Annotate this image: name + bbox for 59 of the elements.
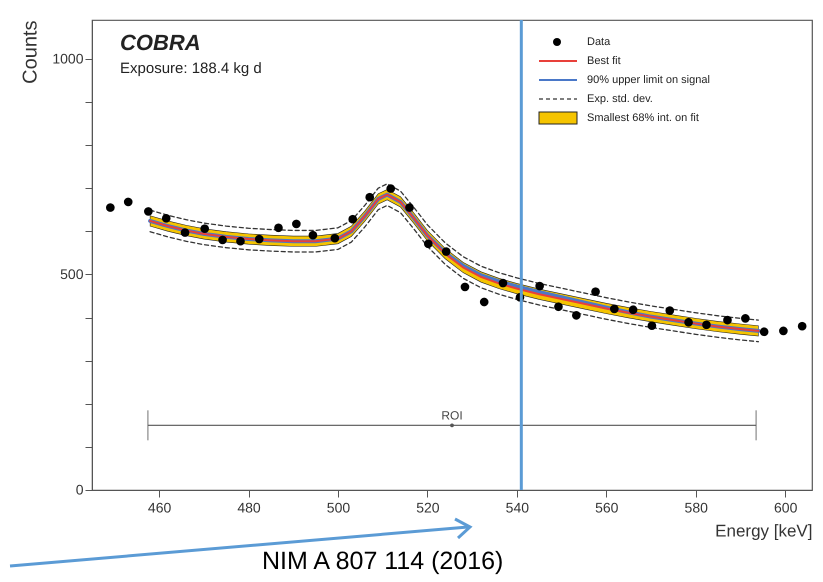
x-tick-label: 580 xyxy=(684,500,708,516)
point xyxy=(274,224,283,232)
point xyxy=(665,306,674,315)
point xyxy=(180,228,190,237)
annotation: Smallest 68% int. on fit xyxy=(587,112,699,124)
point xyxy=(330,234,340,243)
x-tick-label: 540 xyxy=(506,500,530,516)
point xyxy=(254,234,264,244)
x-axis-title: Energy [keV] xyxy=(715,522,812,540)
x-tick-label: 460 xyxy=(148,500,172,516)
point xyxy=(236,236,245,246)
point xyxy=(308,230,318,240)
point xyxy=(760,327,768,336)
point xyxy=(648,321,656,330)
x-tick-label: 500 xyxy=(326,500,350,516)
legend-label: Data xyxy=(587,36,610,48)
point xyxy=(684,318,693,327)
point xyxy=(106,203,115,212)
point xyxy=(162,214,171,223)
x-tick-label: 520 xyxy=(416,500,440,516)
y-tick-label: 0 xyxy=(76,482,84,498)
legend-label: Exp. std. dev. xyxy=(587,92,653,104)
point xyxy=(386,184,396,193)
point xyxy=(572,311,581,320)
point xyxy=(365,192,374,202)
series-label: ROI xyxy=(441,408,463,422)
point xyxy=(292,220,301,228)
y-tick-label: 1000 xyxy=(52,50,84,66)
point xyxy=(424,239,433,248)
point xyxy=(124,198,133,206)
x-tick-label: 480 xyxy=(237,500,261,516)
point xyxy=(144,207,153,216)
point xyxy=(610,304,619,314)
annotation: COBRA xyxy=(120,30,201,56)
point xyxy=(554,302,563,312)
point xyxy=(442,247,451,256)
point xyxy=(798,322,806,330)
point xyxy=(779,326,788,336)
point xyxy=(723,316,732,324)
point xyxy=(348,214,358,224)
annotation: Exposure: 188.4 kg d xyxy=(120,60,262,77)
point xyxy=(460,282,470,292)
point xyxy=(702,320,711,330)
x-tick-label: 560 xyxy=(595,500,619,516)
point xyxy=(628,305,638,314)
y-axis-title: Counts xyxy=(19,20,42,84)
point xyxy=(480,298,489,306)
text: NIM A 807 114 (2016) xyxy=(262,547,504,576)
point xyxy=(741,314,750,323)
point xyxy=(591,287,600,296)
point xyxy=(218,236,227,244)
legend-label: Best fit xyxy=(587,54,621,66)
x-tick-label: 600 xyxy=(774,500,798,516)
legend-label: 90% upper limit on signal xyxy=(587,74,710,86)
point xyxy=(405,203,414,212)
y-tick-label: 500 xyxy=(60,266,84,282)
point xyxy=(498,278,508,288)
point xyxy=(535,282,544,290)
point xyxy=(200,224,210,234)
